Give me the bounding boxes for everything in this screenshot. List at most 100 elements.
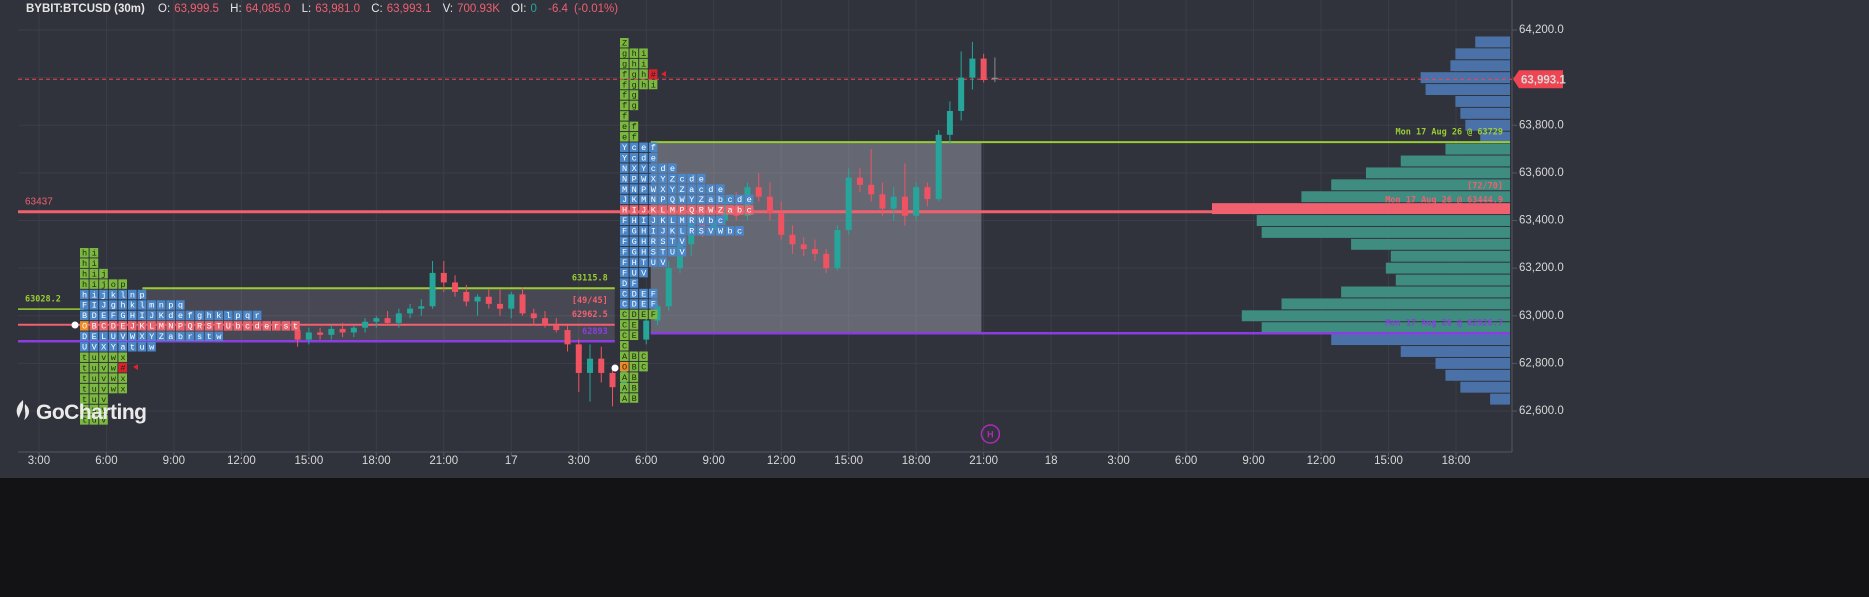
tpo-cell <box>89 331 99 342</box>
tpo-cell <box>639 226 648 236</box>
candle-body <box>755 187 762 197</box>
candle-body <box>294 330 301 340</box>
tpo-cell <box>281 321 291 331</box>
tpo-row: BDEFGHIJKdefghklpqr <box>82 311 264 321</box>
x-tick-label: 15:00 <box>834 455 863 467</box>
tpo-cell <box>99 321 108 331</box>
tpo-cell <box>108 373 118 383</box>
tpo-cell <box>99 362 108 373</box>
tpo-row: CDEF <box>622 300 660 310</box>
tpo-row: AB <box>622 373 641 383</box>
tpo-cell <box>620 215 629 226</box>
profile-bar <box>1460 381 1510 393</box>
tpo-cell <box>658 215 667 226</box>
x-tick-label: 21:00 <box>969 455 998 467</box>
candle-body <box>373 318 380 322</box>
tpo-cell <box>118 383 127 394</box>
tpo-cell <box>620 38 629 48</box>
tpo-cell <box>185 321 195 331</box>
tpo-row: C <box>622 342 632 352</box>
tpo-cell <box>629 205 639 215</box>
tpo-cell <box>224 321 233 331</box>
x-tick-label: 9:00 <box>1242 455 1264 467</box>
tpo-cell <box>629 100 639 111</box>
candle-body <box>924 187 931 200</box>
x-tick-label: 3:00 <box>1107 455 1129 467</box>
profile-bar <box>1450 60 1510 72</box>
close: 63,993.1 <box>386 3 432 15</box>
candle-body <box>935 134 942 200</box>
candle-body <box>609 372 616 388</box>
candle-body <box>913 187 920 216</box>
tpo-cell <box>677 205 687 215</box>
profile-bar <box>1390 250 1510 262</box>
candle-body <box>474 296 481 302</box>
tpo-cell <box>108 383 118 394</box>
tpo-cell <box>80 342 89 352</box>
profile-bar <box>1281 298 1510 310</box>
arrow <box>661 71 666 77</box>
tpo-cell <box>620 173 629 184</box>
x-tick-label: 18:00 <box>362 455 391 467</box>
tpo-cell <box>195 321 204 331</box>
tpo-cell <box>176 321 185 331</box>
tpo-cell <box>629 382 639 393</box>
tpo-cell <box>118 289 127 300</box>
tpo-cell <box>118 300 127 310</box>
tpo-row: CDEF <box>622 289 660 299</box>
profile-bar <box>1331 334 1510 346</box>
tpo-cell <box>706 215 715 226</box>
candle-body <box>305 332 312 340</box>
candle-body <box>643 320 650 340</box>
tpo-cell <box>696 215 706 226</box>
tpo-cell <box>204 310 214 321</box>
tpo-cell <box>620 247 629 257</box>
tpo-cell <box>639 351 648 361</box>
tpo-cell <box>629 132 639 142</box>
tpo-cell <box>639 236 648 246</box>
candle-body <box>991 77 998 80</box>
tpo-row: NXYcde <box>622 164 680 174</box>
tpo-row: FUV <box>622 268 651 278</box>
tpo-cell <box>725 194 735 205</box>
tpo-cell <box>620 48 629 58</box>
tpo-cell <box>89 394 99 404</box>
tpo-cell <box>108 279 118 289</box>
x-tick-label: 18 <box>1045 455 1058 467</box>
tpo-cell <box>725 226 735 236</box>
tpo-cell <box>99 383 108 394</box>
tpo-row: OBCDEJKLMNPQRSTUbcderst <box>82 322 303 332</box>
profile-bar <box>1341 286 1510 298</box>
profile-bar <box>1435 357 1510 369</box>
candle-body <box>879 194 886 209</box>
symbol[interactable]: BYBIT:BTCUSD (30m) <box>26 3 145 15</box>
tpo-cell <box>648 79 658 90</box>
level-label: 62893 <box>582 327 608 337</box>
profile-bar <box>1400 346 1510 357</box>
candle-body <box>575 344 582 373</box>
arrow <box>133 364 138 370</box>
tpo-cell <box>629 69 639 79</box>
candle-body <box>766 196 773 214</box>
x-tick-label: 6:00 <box>1175 455 1197 467</box>
logo: GoCharting <box>12 398 147 425</box>
event-marker-label: H <box>987 429 994 439</box>
high: 64,085.0 <box>245 3 291 15</box>
tpo-cell <box>648 299 658 309</box>
tpo-cell <box>620 194 629 205</box>
tpo-cell <box>648 205 658 215</box>
tpo-cell <box>620 90 629 100</box>
tpo-cell <box>80 300 89 310</box>
tpo-row: ghi <box>622 49 651 59</box>
tpo-cell <box>639 184 648 194</box>
tpo-cell <box>629 173 639 184</box>
tpo-cell <box>687 215 696 226</box>
tpo-cell <box>658 247 667 257</box>
tpo-row: FGHRSTV <box>622 237 689 247</box>
tpo-cell <box>620 152 629 163</box>
tpo-cell <box>214 310 223 321</box>
tpo-cell <box>147 342 156 352</box>
tpo-cell <box>716 215 725 226</box>
tpo-cell <box>620 278 629 288</box>
